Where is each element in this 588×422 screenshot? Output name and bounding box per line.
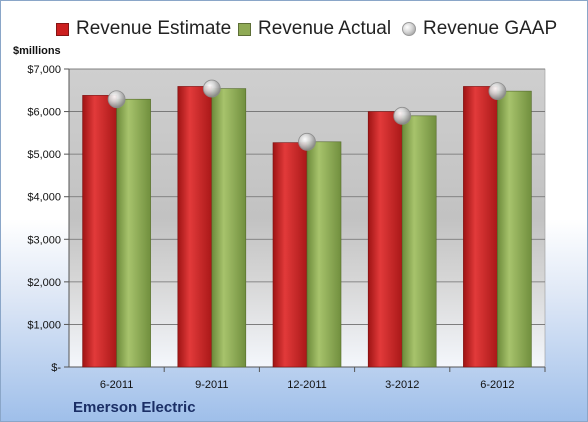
bar-estimate-2 bbox=[272, 142, 308, 368]
legend-swatch-estimate bbox=[56, 22, 69, 36]
legend-swatch-actual bbox=[238, 22, 251, 36]
x-tick-label-2: 12-2011 bbox=[287, 379, 327, 391]
bar-actual-2 bbox=[306, 141, 342, 368]
y-tick-label-2: $2,000 bbox=[27, 277, 61, 289]
bar-estimate-3 bbox=[367, 111, 403, 368]
bar-actual-4 bbox=[497, 90, 532, 368]
legend-label-estimate: Revenue Estimate bbox=[76, 18, 232, 39]
legend-marker-gaap bbox=[402, 22, 416, 36]
y-tick-label-7: $7,000 bbox=[27, 64, 61, 76]
legend-item-revenue-actual: Revenue Actual bbox=[238, 18, 391, 40]
marker-gaap-1 bbox=[202, 79, 221, 98]
company-name: Emerson Electric bbox=[73, 399, 196, 416]
marker-gaap-2 bbox=[298, 132, 316, 151]
x-tick-label-4: 6-2012 bbox=[480, 379, 514, 391]
marker-gaap-3 bbox=[393, 106, 412, 125]
bar-actual-3 bbox=[401, 115, 437, 368]
bar-estimate-4 bbox=[463, 86, 498, 368]
marker-gaap-0 bbox=[107, 90, 126, 109]
y-tick-label-0: $- bbox=[51, 362, 61, 374]
y-tick-label-4: $4,000 bbox=[27, 192, 61, 204]
bar-estimate-0 bbox=[82, 95, 117, 368]
x-tick-label-3: 3-2012 bbox=[385, 379, 419, 391]
y-tick-label-3: $3,000 bbox=[27, 234, 61, 246]
y-axis-units-label: $millions bbox=[13, 45, 61, 57]
marker-gaap-4 bbox=[488, 82, 507, 101]
legend-item-revenue-estimate: Revenue Estimate bbox=[56, 18, 231, 40]
y-tick-label-6: $6,000 bbox=[27, 107, 61, 119]
bar-actual-0 bbox=[116, 98, 151, 368]
bar-actual-1 bbox=[211, 88, 247, 368]
y-tick-label-5: $5,000 bbox=[27, 149, 61, 161]
legend-item-revenue-gaap: Revenue GAAP bbox=[402, 18, 557, 40]
bar-estimate-1 bbox=[177, 86, 213, 368]
y-tick-label-1: $1,000 bbox=[27, 319, 61, 331]
legend-label-gaap: Revenue GAAP bbox=[423, 18, 558, 39]
x-tick-label-0: 6-2011 bbox=[100, 379, 133, 391]
x-tick-label-1: 9-2011 bbox=[195, 379, 228, 391]
legend-label-actual: Revenue Actual bbox=[258, 18, 392, 39]
